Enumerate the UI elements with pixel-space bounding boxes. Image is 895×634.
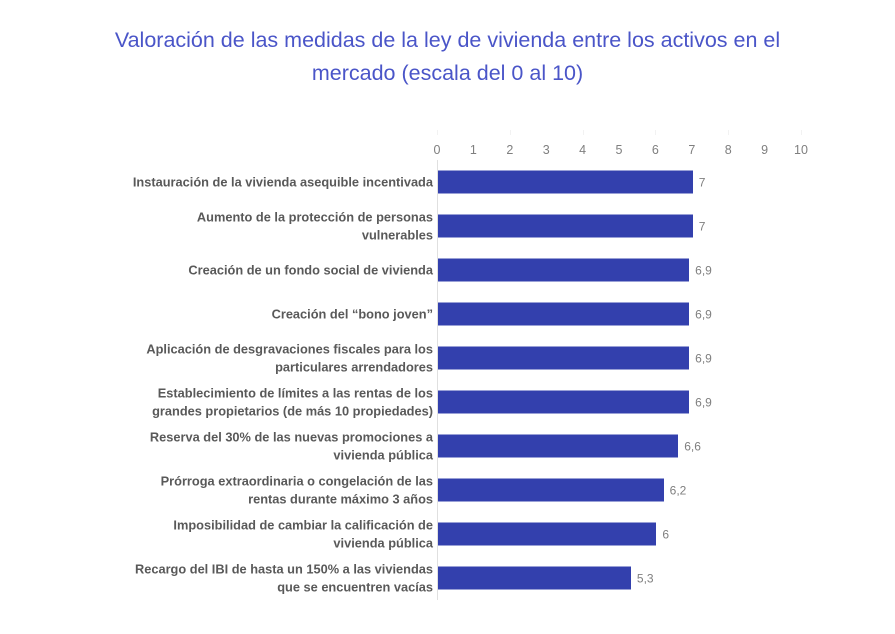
bar-row: Creación de un fondo social de vivienda 6… (0, 248, 895, 292)
category-label: Establecimiento de límites a las rentas … (152, 385, 433, 419)
x-axis-tick-label: 9 (761, 143, 769, 157)
category-label: Recargo del IBI de hasta un 150% a las v… (134, 561, 433, 595)
category-label: Aplicación de desgravaciones fiscales pa… (146, 341, 433, 375)
bar-value-label: 6,2 (669, 483, 687, 497)
bar[interactable] (438, 170, 693, 194)
category-label: Imposibilidad de cambiar la calificación… (173, 517, 433, 551)
bar[interactable] (438, 346, 690, 370)
x-axis-tick-label: 0 (433, 143, 441, 157)
bar-value-label: 6,6 (684, 439, 701, 453)
x-axis-tick-label: 1 (469, 143, 477, 157)
bar-row: Reserva del 30% de las nuevas promocione… (0, 424, 895, 468)
category-label: Reserva del 30% de las nuevas promocione… (149, 429, 433, 463)
category-label: Creación de un fondo social de vivienda (188, 262, 433, 278)
bar-row: Recargo del IBI de hasta un 150% a las v… (0, 556, 895, 600)
category-label: Prórroga extraordinaria o congelación de… (160, 473, 433, 507)
bar[interactable] (438, 258, 690, 282)
gridline-stub (582, 130, 584, 135)
bar[interactable] (438, 390, 690, 414)
bar-value-label: 6 (662, 527, 670, 541)
category-label: Aumento de la protección de personas vuln… (196, 209, 433, 243)
gridline-stub (509, 130, 511, 135)
bar-value-label: 6,9 (695, 263, 712, 277)
bar-row: Instauración de la vivienda asequible in… (0, 160, 895, 204)
bar-value-label: 6,9 (695, 395, 712, 409)
bar-row: Establecimiento de límites a las rentas … (0, 380, 895, 424)
x-axis-tick-label: 4 (579, 143, 587, 157)
bar-value-label: 5,3 (636, 571, 654, 585)
bar-value-label: 7 (698, 219, 706, 233)
gridline-stub (437, 130, 438, 135)
bar-value-label: 6,9 (695, 351, 712, 365)
bar-value-label: 7 (698, 175, 706, 189)
bar-row: Imposibilidad de cambiar la calificación… (0, 512, 895, 556)
bar[interactable] (438, 566, 631, 590)
gridline-stub (655, 130, 657, 135)
gridline-stub (801, 130, 802, 135)
x-axis-tick-label: 10 (794, 143, 808, 157)
chart-title-line-1: Valoración de las medidas de la ley de v… (114, 28, 781, 52)
category-label: Instauración de la vivienda asequible in… (132, 174, 433, 190)
x-axis-tick-label: 6 (651, 143, 659, 157)
x-axis-tick-label: 8 (724, 143, 732, 157)
x-axis-tick-label: 3 (542, 143, 550, 157)
bar-row: Prórroga extraordinaria o congelación de… (0, 468, 895, 512)
chart-title-line-2: mercado (escala del 0 al 10) (311, 61, 584, 85)
bar[interactable] (438, 522, 657, 546)
bar[interactable] (438, 214, 693, 238)
x-axis-tick-label: 2 (506, 143, 514, 157)
category-label: Creación del “bono joven” (271, 306, 433, 322)
bar-row: Creación del “bono joven” 6,9 (0, 292, 895, 336)
bar[interactable] (438, 434, 679, 458)
bar-row: Aplicación de desgravaciones fiscales pa… (0, 336, 895, 380)
bar-row: Aumento de la protección de personas vuln… (0, 204, 895, 248)
gridline-stub (728, 130, 730, 135)
category-axis-line (437, 160, 438, 600)
bar-value-label: 6,9 (695, 307, 712, 321)
x-axis-tick-label: 5 (615, 143, 623, 157)
bar[interactable] (438, 302, 690, 326)
chart-title: Valoración de las medidas de la ley de v… (60, 24, 835, 90)
bar[interactable] (438, 478, 664, 502)
x-axis-tick-label: 7 (688, 143, 696, 157)
